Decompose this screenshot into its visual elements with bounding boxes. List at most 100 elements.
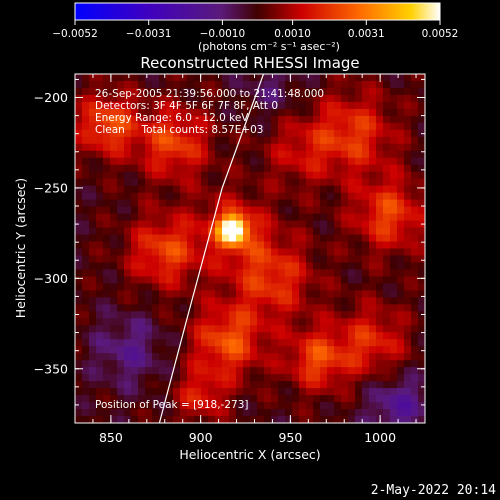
heatmap-cell [194, 171, 202, 180]
heatmap-cell [152, 227, 160, 236]
heatmap-cell [348, 157, 356, 166]
heatmap-cell [173, 311, 181, 319]
heatmap-cell [187, 136, 195, 145]
heatmap-cell [89, 185, 97, 194]
heatmap-cell [299, 143, 307, 152]
heatmap-cell [117, 360, 125, 368]
solar-limb-line [158, 74, 265, 423]
heatmap-cell [397, 381, 405, 389]
heatmap-cell [320, 283, 328, 291]
heatmap-cell [397, 206, 405, 215]
heatmap-cell [264, 262, 272, 271]
heatmap-cell [236, 353, 244, 361]
heatmap-cell [138, 171, 146, 180]
heatmap-cell [138, 332, 146, 340]
heatmap-cell [145, 325, 153, 333]
heatmap-cell [341, 87, 349, 96]
heatmap-cell [180, 297, 188, 305]
heatmap-cell [229, 269, 237, 278]
heatmap-cell [131, 108, 139, 117]
heatmap-cell [75, 255, 83, 264]
heatmap-cell [369, 234, 377, 243]
heatmap-cell [348, 262, 356, 271]
heatmap-cell [173, 199, 181, 208]
heatmap-cell [411, 74, 419, 82]
heatmap-cell [75, 199, 83, 208]
heatmap-cell [327, 332, 335, 340]
heatmap-cell [411, 227, 419, 236]
heatmap-cell [313, 318, 321, 326]
heatmap-cell [166, 220, 174, 229]
heatmap-cell [208, 353, 216, 361]
heatmap-cell [166, 122, 174, 131]
heatmap-cell [138, 87, 146, 96]
heatmap-cell [355, 185, 363, 194]
heatmap-cell [271, 220, 279, 229]
heatmap-cell [397, 136, 405, 145]
heatmap-cell [369, 129, 377, 138]
heatmap-cell [124, 290, 132, 298]
heatmap-cell [418, 255, 425, 264]
heatmap-cell [152, 157, 160, 166]
heatmap-cell [215, 206, 223, 215]
heatmap-cell [96, 129, 104, 138]
heatmap-cell [173, 360, 181, 368]
heatmap-cell [180, 101, 188, 110]
heatmap-cell [208, 276, 216, 284]
heatmap-cell [313, 129, 321, 138]
heatmap-cell [117, 381, 125, 389]
heatmap-cell [341, 178, 349, 187]
heatmap-cell [215, 227, 223, 236]
heatmap-cell [152, 339, 160, 347]
heatmap-cell [208, 206, 216, 215]
heatmap-cell [208, 94, 216, 103]
heatmap-cell [208, 192, 216, 201]
heatmap-cell [327, 381, 335, 389]
heatmap-cell [320, 74, 328, 82]
heatmap-cell [271, 255, 279, 264]
heatmap-cell [278, 157, 286, 166]
heatmap-cell [362, 80, 370, 89]
heatmap-cell [215, 94, 223, 103]
heatmap-cell [166, 206, 174, 215]
heatmap-cell [334, 283, 342, 291]
heatmap-cell [208, 122, 216, 131]
heatmap-cell [145, 304, 153, 312]
heatmap-cell [82, 388, 90, 396]
heatmap-cell [376, 332, 384, 340]
heatmap-cell [194, 185, 202, 194]
heatmap-cell [173, 136, 181, 145]
heatmap-cell [131, 185, 139, 194]
heatmap-cell [194, 339, 202, 347]
heatmap-cell [89, 262, 97, 271]
heatmap-cell [89, 241, 97, 250]
heatmap-cell [306, 381, 314, 389]
heatmap-cell [187, 339, 195, 347]
heatmap-cell [243, 416, 251, 423]
heatmap-cell [320, 374, 328, 382]
heatmap-cell [299, 409, 307, 417]
heatmap-cell [117, 74, 125, 82]
heatmap-cell [159, 213, 167, 222]
heatmap-cell [152, 143, 160, 152]
heatmap-cell [229, 339, 237, 347]
heatmap-cell [159, 80, 167, 89]
heatmap-cell [145, 80, 153, 89]
heatmap-cell [222, 241, 230, 250]
heatmap-cell [222, 276, 230, 284]
heatmap-cell [355, 409, 363, 417]
heatmap-cell [103, 94, 111, 103]
heatmap-cell [348, 367, 356, 375]
heatmap-cell [376, 248, 384, 257]
heatmap-cell [334, 255, 342, 264]
heatmap-cell [320, 318, 328, 326]
heatmap-cell [383, 353, 391, 361]
heatmap-cell [257, 87, 265, 96]
heatmap-cell [383, 185, 391, 194]
heatmap-cell [306, 262, 314, 271]
heatmap-cell [152, 248, 160, 257]
heatmap-cell [96, 115, 104, 124]
heatmap-cell [397, 80, 405, 89]
heatmap-cell [362, 304, 370, 312]
heatmap-cell [222, 178, 230, 187]
